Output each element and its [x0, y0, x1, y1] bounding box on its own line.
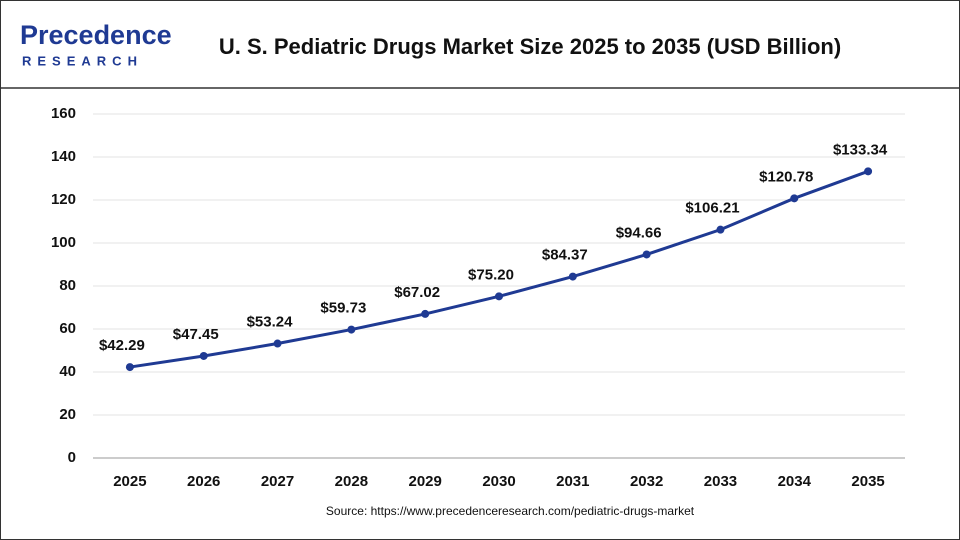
point [347, 325, 356, 334]
point [199, 351, 208, 360]
x-tick-label: 2027 [261, 473, 294, 490]
x-tick-label: 2031 [556, 473, 589, 490]
y-tick-label: 60 [59, 320, 76, 337]
point [421, 309, 430, 318]
y-tick-label: 40 [59, 363, 76, 380]
value-label: $47.45 [173, 326, 219, 343]
logo-name: Precedence [20, 20, 172, 50]
value-label: $42.29 [99, 337, 145, 354]
y-tick-label: 80 [59, 277, 76, 294]
y-tick-label: 160 [51, 105, 76, 122]
x-tick-label: 2026 [187, 473, 220, 490]
value-label: $53.24 [247, 314, 294, 331]
y-tick-label: 20 [59, 406, 76, 423]
point [716, 225, 725, 234]
source: Source: https://www.precedenceresearch.c… [326, 504, 695, 518]
y-tick-label: 120 [51, 191, 76, 208]
chart-title: U. S. Pediatric Drugs Market Size 2025 t… [219, 34, 841, 59]
value-label: $59.73 [320, 300, 366, 317]
x-tick-label: 2033 [704, 473, 737, 490]
point [864, 167, 873, 176]
x-tick-label: 2028 [335, 473, 368, 490]
value-label: $84.37 [542, 247, 588, 264]
y-tick-label: 100 [51, 234, 76, 251]
x-tick-label: 2032 [630, 473, 663, 490]
value-label: $106.21 [685, 200, 739, 217]
x-tick-label: 2035 [851, 473, 884, 490]
value-label: $67.02 [394, 284, 440, 301]
x-tick-label: 2030 [482, 473, 515, 490]
value-label: $133.34 [833, 141, 888, 158]
value-label: $120.78 [759, 168, 813, 185]
point [642, 250, 651, 259]
y-tick-label: 0 [68, 449, 76, 466]
x-tick-label: 2034 [778, 473, 812, 490]
point [790, 194, 799, 203]
logo-tagline: RESEARCH [22, 53, 143, 68]
point [273, 339, 282, 348]
value-label: $75.20 [468, 266, 514, 283]
point [568, 272, 577, 281]
y-tick-label: 140 [51, 148, 76, 165]
x-tick-label: 2025 [113, 473, 146, 490]
value-label: $94.66 [616, 224, 662, 241]
point [125, 363, 134, 372]
point [495, 292, 503, 301]
x-tick-label: 2029 [408, 473, 441, 490]
